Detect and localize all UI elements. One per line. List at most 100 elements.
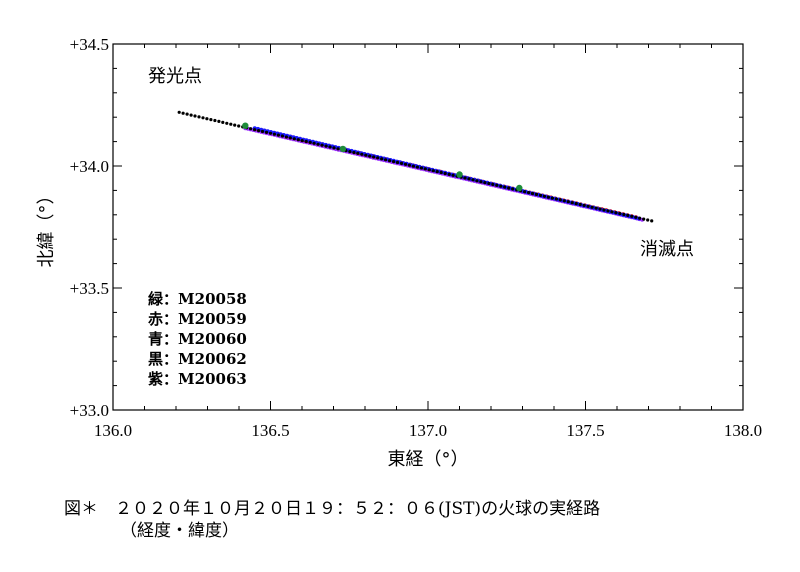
data-point xyxy=(257,129,261,133)
data-point xyxy=(491,182,495,186)
data-point xyxy=(456,171,463,178)
data-point xyxy=(586,204,590,208)
data-point xyxy=(324,144,328,148)
data-point xyxy=(376,156,380,160)
data-point xyxy=(439,170,443,175)
data-point xyxy=(372,155,376,159)
data-point xyxy=(392,160,396,164)
data-point xyxy=(447,172,451,176)
data-point xyxy=(650,219,654,223)
data-point xyxy=(534,192,539,196)
data-point xyxy=(451,173,455,177)
data-point xyxy=(348,150,352,154)
data-point xyxy=(511,187,515,191)
figure-caption: 図＊ ２０２０年１０月２０日１９：５２：０６(JST)の火球の実経路 （経度・緯… xyxy=(64,498,600,542)
data-point xyxy=(213,118,217,123)
data-point xyxy=(503,185,507,189)
data-point xyxy=(284,135,288,139)
data-point xyxy=(380,157,384,161)
data-point xyxy=(411,164,415,168)
data-point xyxy=(197,115,201,119)
data-point xyxy=(495,183,499,187)
data-point xyxy=(516,184,523,192)
data-point xyxy=(467,177,471,181)
data-point xyxy=(507,186,511,190)
data-point xyxy=(546,195,551,199)
data-point xyxy=(384,158,388,162)
data-point xyxy=(403,162,408,166)
data-point xyxy=(431,169,435,173)
axis-tick-labels: 136.0 136.5 137.0 137.5 138.0 +33.0 +33.5 +34.0… xyxy=(70,35,762,440)
data-point xyxy=(225,121,229,125)
data-point xyxy=(181,111,185,115)
data-point xyxy=(602,208,606,212)
data-point xyxy=(193,114,197,118)
data-point xyxy=(435,170,439,174)
data-point xyxy=(610,210,614,214)
data-point xyxy=(415,165,419,169)
legend-entry-red: 赤：M20059 xyxy=(148,310,247,328)
data-point xyxy=(598,207,602,211)
data-point xyxy=(229,122,233,126)
data-point xyxy=(538,193,543,197)
x-tick-label: 138.0 xyxy=(724,421,762,440)
data-point xyxy=(646,218,650,222)
data-point xyxy=(566,200,570,204)
x-tick-label: 137.0 xyxy=(409,421,447,440)
data-point xyxy=(352,150,356,155)
data-point xyxy=(336,147,340,151)
data-point xyxy=(328,145,332,149)
data-point xyxy=(205,117,209,121)
legend: 緑：M20058 赤：M20059 青：M20060 黒：M20062 紫：M2… xyxy=(148,290,247,388)
emission-point-label: 発光点 xyxy=(148,66,202,87)
data-point xyxy=(237,124,241,128)
data-point xyxy=(618,212,622,216)
data-point xyxy=(268,131,273,135)
y-tick-label: +33.0 xyxy=(70,401,109,420)
data-point xyxy=(395,160,400,165)
data-point xyxy=(260,129,265,134)
y-tick-label: +33.5 xyxy=(70,279,109,298)
y-axis-title: 北緯（°） xyxy=(36,187,57,268)
data-point xyxy=(292,137,296,141)
data-point xyxy=(638,216,642,220)
data-point xyxy=(570,201,574,205)
series-M20058 xyxy=(242,122,523,192)
data-point xyxy=(630,214,634,218)
data-point xyxy=(217,119,221,123)
y-tick-label: +34.5 xyxy=(70,35,109,54)
data-point xyxy=(288,136,292,140)
data-point xyxy=(622,212,626,217)
data-point xyxy=(280,134,284,138)
data-point xyxy=(360,152,364,156)
x-tick-label: 136.0 xyxy=(94,421,132,440)
data-point xyxy=(364,153,368,157)
data-point xyxy=(209,118,213,122)
legend-entry-purple: 紫：M20063 xyxy=(148,370,247,388)
data-point xyxy=(590,205,594,209)
data-point xyxy=(427,168,431,172)
data-point xyxy=(242,122,249,129)
extinction-point-label: 消滅点 xyxy=(640,239,694,260)
data-point xyxy=(483,181,487,185)
chart: 136.0 136.5 137.0 137.5 138.0 +33.0 +33.5 +34.0… xyxy=(36,35,762,470)
data-point xyxy=(177,110,181,114)
data-point xyxy=(300,139,304,143)
data-point xyxy=(527,191,531,195)
data-point xyxy=(574,202,578,206)
data-point xyxy=(594,206,598,210)
data-point xyxy=(332,146,336,150)
data-point xyxy=(189,113,193,117)
legend-entry-green: 緑：M20058 xyxy=(148,290,247,308)
data-point xyxy=(626,213,630,217)
data-point xyxy=(388,159,392,163)
data-point xyxy=(356,151,360,155)
data-point xyxy=(304,139,308,144)
data-points xyxy=(177,110,654,223)
x-tick-label: 137.5 xyxy=(566,421,604,440)
data-point xyxy=(558,198,562,202)
data-point xyxy=(463,176,467,180)
data-point xyxy=(320,143,324,147)
data-point xyxy=(443,171,447,176)
data-point xyxy=(407,163,411,167)
